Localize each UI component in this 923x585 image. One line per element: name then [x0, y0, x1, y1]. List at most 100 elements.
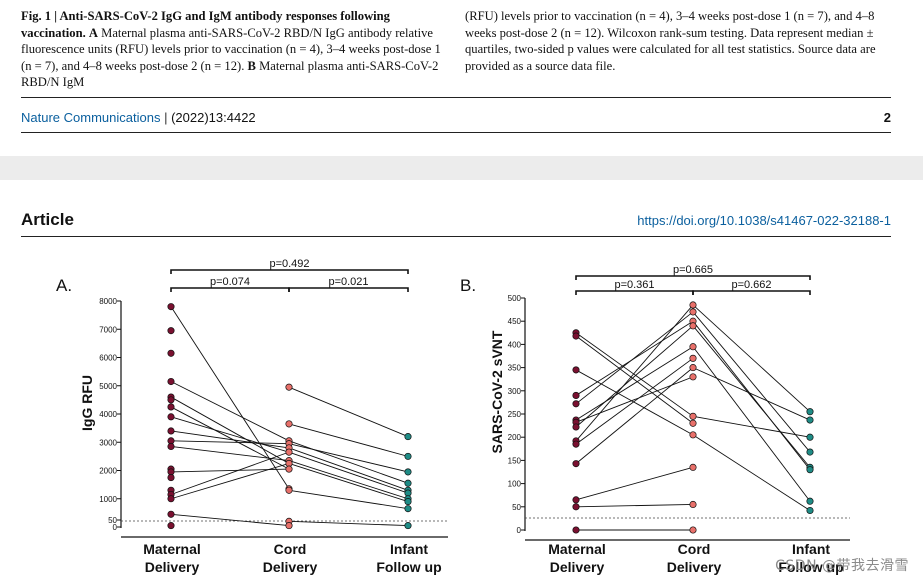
- panel-a-y-tick-label: 4000: [99, 410, 117, 419]
- panel-a-x-category-label: Cord: [274, 541, 307, 557]
- panel-b-maternal-point: [572, 332, 580, 340]
- panel-b-pair-line: [692, 304, 811, 413]
- panel-b-maternal-point: [572, 526, 580, 534]
- panel-b-y-tick-label: 250: [508, 410, 522, 419]
- panel-b-description: Maternal plasma anti-SARS-CoV-2 RBD/N Ig…: [21, 58, 439, 90]
- panel-b-y-tick-label: 300: [508, 387, 522, 396]
- panel-b-pair-line: [575, 367, 694, 464]
- panel-b-pair-line: [575, 466, 694, 501]
- panel-b-maternal-point: [572, 366, 580, 374]
- figure-caption-right: (RFU) levels prior to vaccination (n = 4…: [465, 8, 895, 74]
- panel-a-maternal-point: [167, 349, 175, 357]
- panel-a-comparison-bracket: [170, 269, 409, 274]
- panel-a-y-tick-label: 3000: [99, 438, 117, 447]
- panel-b-maternal-point: [572, 496, 580, 504]
- panel-b-pair-line: [692, 434, 811, 511]
- panel-b-pair-line: [575, 369, 694, 436]
- panel-a-cord-point: [285, 383, 293, 391]
- journal-name-link[interactable]: Nature Communications: [21, 110, 161, 125]
- panel-a-maternal-point: [167, 495, 175, 503]
- panel-a-maternal-point: [167, 396, 175, 404]
- panel-b-infant-point: [806, 466, 814, 474]
- panel-b-pair-line: [692, 311, 811, 453]
- panel-a-ref: A: [88, 25, 98, 40]
- panel-b-x-category-label: Infant: [792, 541, 830, 557]
- panel-a-pair-line: [170, 463, 290, 500]
- doi-link[interactable]: https://doi.org/10.1038/s41467-022-32188…: [637, 213, 891, 228]
- panel-b-x-category-label: Delivery: [550, 559, 605, 575]
- panel-b-comparison-bracket: [575, 290, 694, 295]
- article-header-rule: [21, 236, 891, 237]
- panel-b-infant-point: [806, 433, 814, 441]
- panel-a-pair-line: [170, 416, 290, 453]
- panel-a-cord-point: [285, 522, 293, 530]
- citation: (2022)13:4422: [171, 110, 256, 125]
- panel-b-pair-line: [692, 320, 811, 470]
- panel-b-maternal-point: [572, 400, 580, 408]
- panel-b-maternal-point: [572, 391, 580, 399]
- panel-a-pair-line: [288, 386, 409, 438]
- panel-a-maternal-point: [167, 303, 175, 311]
- panel-b-pair-line: [575, 504, 694, 508]
- panel-b-x-category-label: Cord: [678, 541, 711, 557]
- panel-b-infant-point: [806, 497, 814, 505]
- panel-b-cord-point: [689, 419, 697, 427]
- panel-a-pair-line: [170, 468, 290, 473]
- panel-a-cord-point: [285, 448, 293, 456]
- panel-b-infant-point: [806, 416, 814, 424]
- panel-a-maternal-point: [167, 522, 175, 530]
- panel-b-pair-line: [692, 367, 811, 421]
- page-footer: Nature Communications | (2022)13:4422 2: [21, 110, 891, 128]
- panel-a-infant-point: [404, 522, 412, 530]
- panel-a-comparison-bracket: [288, 287, 409, 292]
- panel-a-maternal-point: [167, 442, 175, 451]
- panel-a-pair-line: [288, 460, 409, 500]
- panel-a-infant-point: [404, 505, 412, 513]
- panel-a-pair-line: [170, 396, 290, 464]
- panel-b-cord-point: [689, 412, 697, 420]
- panel-a-y-tick-label: 1000: [99, 495, 117, 504]
- panel-a-pair-line: [288, 520, 409, 527]
- panel-a-cord-point: [285, 486, 293, 494]
- panel-a-pair-line: [288, 440, 409, 484]
- panel-b-y-tick-label: 150: [508, 456, 522, 465]
- panel-a-pair-line: [170, 406, 290, 470]
- figure-charts: A.IgG RFU8000700060005000400030002000100…: [56, 258, 850, 575]
- panel-b-comparison-bracket: [575, 275, 811, 280]
- figure-title: Fig. 1 | Anti-SARS-CoV-2 IgG and IgM ant…: [21, 9, 390, 40]
- panel-b-maternal-point: [572, 460, 580, 468]
- panel-a-y-tick-label: 8000: [99, 297, 117, 306]
- panel-b-maternal-point: [572, 440, 580, 448]
- panel-b-cord-point: [689, 500, 697, 509]
- panel-a-x-category-label: Delivery: [145, 559, 200, 575]
- caption-continuation: (RFU) levels prior to vaccination (n = 4…: [465, 9, 876, 73]
- panel-b-y-tick-label: 350: [508, 364, 522, 373]
- panel-a-infant-point: [404, 479, 412, 487]
- article-header: Article https://doi.org/10.1038/s41467-0…: [21, 210, 891, 232]
- panel-b-cord-point: [689, 301, 697, 309]
- panel-b-maternal-point: [572, 503, 580, 511]
- panel-b-cord-point: [689, 354, 697, 362]
- panel-a-maternal-point: [167, 510, 175, 518]
- panel-a-pair-line: [170, 451, 290, 495]
- panel-b-cord-point: [689, 364, 697, 372]
- panel-b-y-tick-label: 200: [508, 433, 522, 442]
- panel-a-y-tick-label: 0: [113, 523, 118, 532]
- panel-b-cord-point: [689, 463, 697, 471]
- footer-bottom-rule: [21, 132, 891, 133]
- panel-b-y-tick-label: 500: [508, 294, 522, 303]
- panel-a-y-tick-label: 50: [108, 516, 117, 525]
- panel-a-label: A.: [56, 276, 72, 295]
- panel-a-maternal-point: [167, 474, 175, 482]
- panel-b-pair-line: [575, 346, 694, 421]
- panel-a-pair-line: [170, 381, 290, 442]
- page-number: 2: [883, 110, 891, 125]
- panel-b-pair-line: [575, 332, 694, 417]
- panel-b-p-value-label: p=0.662: [731, 279, 771, 291]
- panel-a-pair-line: [170, 440, 290, 445]
- watermark: CSDN @带我去滑雪: [775, 558, 909, 574]
- panel-b-pair-line: [575, 376, 694, 423]
- panel-b-pair-line: [575, 325, 694, 428]
- panel-b-y-tick-label: 50: [512, 503, 521, 512]
- panel-a-x-category-label: Delivery: [263, 559, 318, 575]
